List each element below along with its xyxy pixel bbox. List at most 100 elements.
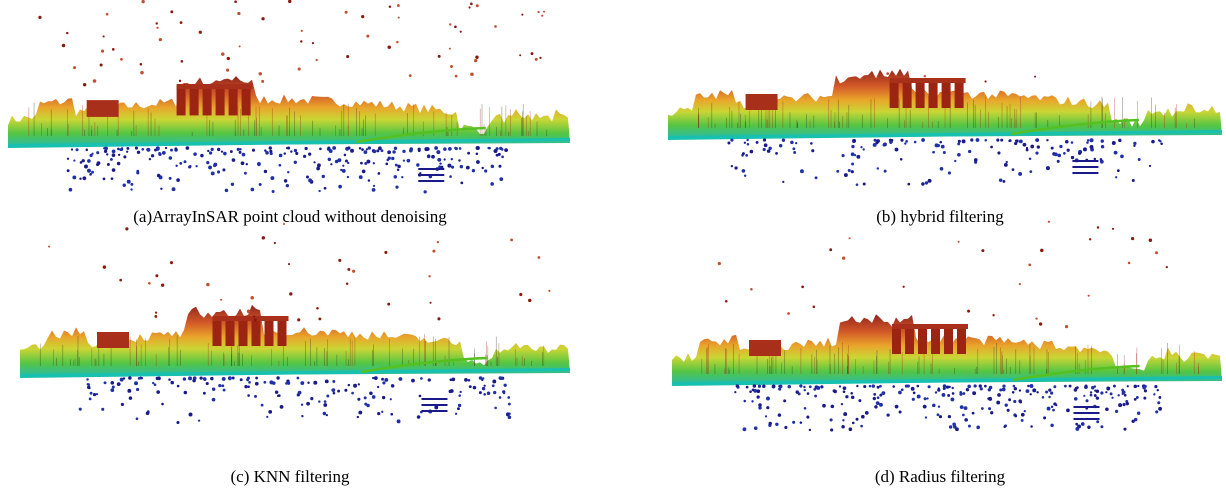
point xyxy=(1100,145,1105,149)
point xyxy=(829,248,833,252)
point xyxy=(436,240,440,244)
point xyxy=(357,397,361,401)
point xyxy=(311,42,315,45)
point xyxy=(158,152,162,157)
point xyxy=(494,406,497,410)
point xyxy=(743,141,747,144)
point xyxy=(1148,164,1152,167)
point xyxy=(923,397,927,401)
point xyxy=(183,390,188,395)
building xyxy=(889,80,899,108)
point xyxy=(395,185,399,189)
point xyxy=(1080,422,1085,426)
point xyxy=(213,163,217,168)
point xyxy=(907,182,911,186)
point xyxy=(1165,266,1168,269)
building xyxy=(918,326,927,354)
point xyxy=(947,171,951,175)
point xyxy=(537,256,541,259)
point xyxy=(491,384,495,388)
point xyxy=(941,393,946,397)
point xyxy=(391,156,395,161)
point xyxy=(270,176,275,181)
point xyxy=(269,380,274,385)
point xyxy=(894,404,899,409)
point xyxy=(1111,396,1114,399)
point xyxy=(210,147,214,152)
point xyxy=(168,378,171,381)
point xyxy=(427,378,431,382)
point xyxy=(745,385,749,389)
point xyxy=(483,384,486,387)
point xyxy=(156,26,159,29)
point xyxy=(160,283,165,287)
point xyxy=(341,169,346,173)
point xyxy=(358,410,363,415)
point xyxy=(73,159,76,162)
point-clouds xyxy=(8,0,1222,432)
point xyxy=(1121,392,1124,396)
point xyxy=(449,389,454,393)
point xyxy=(875,401,880,406)
point xyxy=(318,189,321,193)
point xyxy=(1028,157,1032,161)
point xyxy=(493,390,497,395)
point xyxy=(334,159,339,164)
point xyxy=(1153,393,1156,396)
point xyxy=(377,172,381,175)
point xyxy=(419,172,422,175)
point xyxy=(820,385,824,389)
point xyxy=(1096,420,1100,424)
point xyxy=(899,157,903,161)
point xyxy=(1160,142,1163,146)
point xyxy=(475,55,479,59)
point xyxy=(1064,325,1069,329)
point xyxy=(475,152,479,156)
point xyxy=(316,306,319,310)
point xyxy=(938,415,943,419)
point xyxy=(841,154,845,158)
point xyxy=(1045,390,1049,394)
point xyxy=(1057,153,1062,158)
point xyxy=(417,149,421,153)
point xyxy=(203,377,207,381)
point xyxy=(397,16,400,19)
point xyxy=(211,387,216,391)
point xyxy=(784,425,788,430)
point xyxy=(783,399,787,403)
point xyxy=(81,159,85,163)
point xyxy=(293,160,297,164)
point xyxy=(344,388,348,392)
point xyxy=(111,149,116,154)
building xyxy=(944,326,953,354)
point xyxy=(1015,139,1019,143)
point xyxy=(276,394,280,398)
point xyxy=(1121,388,1125,392)
building xyxy=(892,326,901,354)
point xyxy=(1001,387,1006,392)
point xyxy=(1157,401,1161,405)
point xyxy=(850,391,854,395)
point xyxy=(521,13,524,16)
point xyxy=(263,380,267,384)
point xyxy=(763,143,768,148)
point xyxy=(254,381,259,386)
point xyxy=(1022,142,1027,147)
point xyxy=(936,413,940,417)
point xyxy=(756,389,761,394)
point xyxy=(206,282,210,287)
point xyxy=(307,381,310,384)
point xyxy=(158,37,162,42)
point xyxy=(735,384,739,388)
point xyxy=(487,146,490,150)
point xyxy=(117,153,121,157)
point xyxy=(942,384,947,388)
point xyxy=(125,227,129,231)
point-cloud xyxy=(20,222,570,425)
point xyxy=(134,146,138,150)
point xyxy=(939,166,944,171)
point xyxy=(838,385,842,388)
point xyxy=(999,388,1003,392)
point xyxy=(241,152,246,157)
point xyxy=(110,177,114,181)
